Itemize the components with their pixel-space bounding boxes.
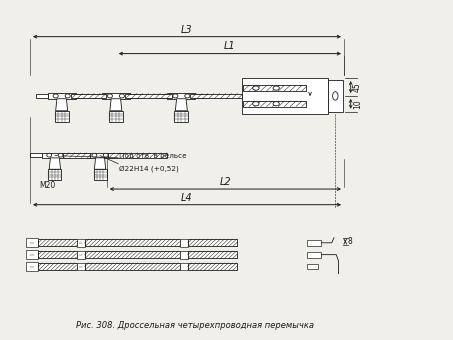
- Bar: [243, 101, 306, 106]
- Bar: [102, 93, 130, 99]
- Text: L2: L2: [220, 177, 231, 187]
- Ellipse shape: [58, 153, 63, 157]
- Bar: [42, 153, 68, 158]
- Bar: [188, 263, 237, 270]
- Bar: [36, 94, 48, 98]
- Polygon shape: [175, 99, 188, 111]
- Bar: [125, 94, 172, 98]
- Bar: [307, 252, 321, 258]
- Bar: [108, 153, 167, 157]
- Polygon shape: [110, 99, 122, 111]
- Text: Ø22H14 (+0,52): Ø22H14 (+0,52): [119, 165, 179, 172]
- Text: L1: L1: [224, 41, 236, 51]
- Bar: [243, 85, 306, 91]
- Bar: [55, 111, 68, 122]
- Ellipse shape: [119, 94, 125, 98]
- Bar: [190, 94, 242, 98]
- Text: L3: L3: [181, 24, 193, 35]
- Text: 8: 8: [347, 237, 352, 246]
- Bar: [38, 239, 77, 246]
- Ellipse shape: [333, 92, 338, 100]
- Bar: [90, 94, 102, 98]
- Bar: [188, 239, 237, 246]
- Ellipse shape: [273, 102, 280, 106]
- Ellipse shape: [185, 94, 190, 98]
- Text: Под отв. в рельсе: Под отв. в рельсе: [119, 153, 187, 158]
- Ellipse shape: [107, 94, 112, 98]
- Bar: [307, 264, 318, 270]
- Bar: [328, 80, 342, 112]
- Bar: [68, 153, 79, 157]
- Bar: [77, 239, 85, 247]
- Bar: [307, 240, 321, 246]
- Bar: [77, 262, 85, 270]
- Bar: [38, 251, 77, 258]
- Bar: [77, 251, 85, 259]
- Text: 45: 45: [353, 82, 362, 92]
- Bar: [48, 93, 76, 99]
- Bar: [130, 94, 142, 98]
- Ellipse shape: [53, 94, 58, 98]
- Bar: [71, 94, 106, 98]
- Bar: [38, 263, 77, 270]
- Bar: [85, 239, 179, 246]
- Bar: [48, 169, 62, 180]
- Bar: [85, 251, 179, 258]
- Bar: [188, 251, 237, 258]
- Ellipse shape: [103, 153, 108, 157]
- Bar: [85, 263, 179, 270]
- Bar: [87, 153, 113, 158]
- Bar: [179, 251, 188, 259]
- Bar: [179, 239, 188, 247]
- Ellipse shape: [253, 86, 259, 90]
- Bar: [109, 111, 123, 122]
- Bar: [195, 94, 207, 98]
- Ellipse shape: [173, 94, 178, 98]
- Text: L4: L4: [181, 192, 193, 203]
- Bar: [25, 250, 38, 259]
- Bar: [113, 153, 125, 157]
- Text: M20: M20: [39, 181, 55, 190]
- Bar: [76, 94, 87, 98]
- Bar: [242, 78, 328, 114]
- Ellipse shape: [47, 153, 52, 157]
- Bar: [174, 111, 188, 122]
- Bar: [63, 153, 90, 157]
- Text: 10: 10: [353, 99, 362, 108]
- Bar: [94, 169, 106, 180]
- Ellipse shape: [273, 86, 280, 90]
- Polygon shape: [56, 99, 67, 111]
- Bar: [76, 153, 87, 157]
- Ellipse shape: [65, 94, 70, 98]
- Ellipse shape: [253, 102, 259, 106]
- Bar: [25, 262, 38, 271]
- Bar: [155, 94, 168, 98]
- Polygon shape: [94, 158, 106, 169]
- Bar: [30, 153, 42, 157]
- Ellipse shape: [92, 153, 97, 157]
- Polygon shape: [49, 158, 61, 169]
- Bar: [25, 238, 38, 247]
- Bar: [179, 262, 188, 270]
- Text: Рис. 308. Дроссельная четырехпроводная перемычка: Рис. 308. Дроссельная четырехпроводная п…: [76, 321, 314, 330]
- Bar: [168, 93, 195, 99]
